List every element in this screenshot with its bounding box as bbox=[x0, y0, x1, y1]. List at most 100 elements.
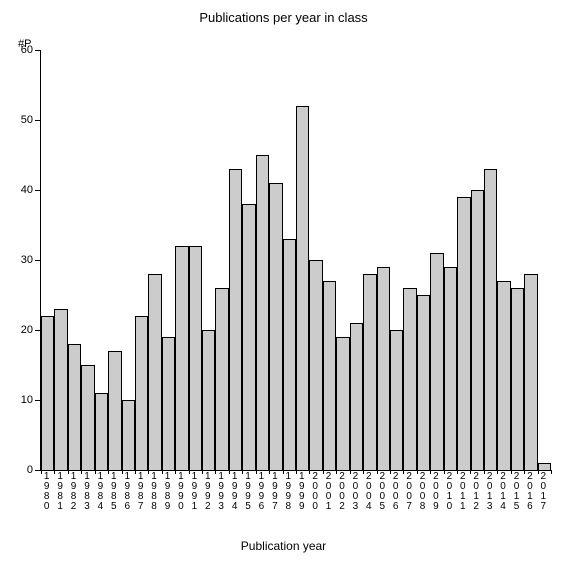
bar bbox=[81, 365, 94, 470]
y-tick bbox=[35, 260, 41, 261]
bar bbox=[256, 155, 269, 470]
bar-slot bbox=[81, 50, 94, 470]
bar bbox=[162, 337, 175, 470]
bar-slot bbox=[296, 50, 309, 470]
bar bbox=[41, 316, 54, 470]
x-tick-label: 2016 bbox=[523, 472, 536, 512]
x-tick-label: 2015 bbox=[510, 472, 523, 512]
bar-slot bbox=[309, 50, 322, 470]
bar bbox=[471, 190, 484, 470]
bar bbox=[511, 288, 524, 470]
x-tick-labels: 1980198119821983198419851986198719881989… bbox=[40, 472, 550, 512]
bar bbox=[430, 253, 443, 470]
y-tick-label: 40 bbox=[21, 184, 33, 196]
bar bbox=[269, 183, 282, 470]
x-tick-label: 1991 bbox=[188, 472, 201, 512]
y-tick bbox=[35, 330, 41, 331]
bar bbox=[336, 337, 349, 470]
bar bbox=[229, 169, 242, 470]
bar-slot bbox=[229, 50, 242, 470]
bar-slot bbox=[538, 50, 551, 470]
bar-slot bbox=[377, 50, 390, 470]
x-tick-label: 1989 bbox=[161, 472, 174, 512]
bar bbox=[497, 281, 510, 470]
bar-slot bbox=[363, 50, 376, 470]
x-tick-label: 1988 bbox=[147, 472, 160, 512]
bar-slot bbox=[444, 50, 457, 470]
bar-slot bbox=[417, 50, 430, 470]
bar bbox=[202, 330, 215, 470]
bar-slot bbox=[283, 50, 296, 470]
x-tick-label: 2002 bbox=[335, 472, 348, 512]
bar-slot bbox=[524, 50, 537, 470]
bar-slot bbox=[41, 50, 54, 470]
x-tick-label: 1981 bbox=[53, 472, 66, 512]
x-tick-label: 1987 bbox=[134, 472, 147, 512]
x-tick-label: 1983 bbox=[80, 472, 93, 512]
x-tick-label: 2012 bbox=[470, 472, 483, 512]
bar bbox=[283, 239, 296, 470]
y-tick-label: 20 bbox=[21, 324, 33, 336]
bar bbox=[363, 274, 376, 470]
y-tick bbox=[35, 50, 41, 51]
x-tick-label: 1992 bbox=[201, 472, 214, 512]
y-tick bbox=[35, 190, 41, 191]
bar bbox=[309, 260, 322, 470]
x-tick-label: 2014 bbox=[496, 472, 509, 512]
bar-slot bbox=[471, 50, 484, 470]
bar bbox=[242, 204, 255, 470]
bar-slot bbox=[457, 50, 470, 470]
bar-slot bbox=[175, 50, 188, 470]
x-tick-label: 2011 bbox=[456, 472, 469, 512]
bars-group bbox=[41, 50, 551, 470]
bar bbox=[189, 246, 202, 470]
x-tick-label: 2001 bbox=[322, 472, 335, 512]
bar-slot bbox=[108, 50, 121, 470]
bar bbox=[296, 106, 309, 470]
bar-slot bbox=[430, 50, 443, 470]
bar-slot bbox=[95, 50, 108, 470]
x-tick-label: 2004 bbox=[362, 472, 375, 512]
bar-slot bbox=[189, 50, 202, 470]
bar-slot bbox=[323, 50, 336, 470]
bar bbox=[175, 246, 188, 470]
y-tick-label: 30 bbox=[21, 254, 33, 266]
bar bbox=[350, 323, 363, 470]
bar bbox=[524, 274, 537, 470]
x-axis-label: Publication year bbox=[0, 539, 567, 553]
bar bbox=[323, 281, 336, 470]
bar-slot bbox=[336, 50, 349, 470]
bar-slot bbox=[390, 50, 403, 470]
x-tick-label: 2006 bbox=[389, 472, 402, 512]
chart-container: Publications per year in class #P 010203… bbox=[0, 0, 567, 567]
y-tick bbox=[35, 120, 41, 121]
y-tick-label: 10 bbox=[21, 394, 33, 406]
bar-slot bbox=[269, 50, 282, 470]
bar bbox=[54, 309, 67, 470]
bar bbox=[484, 169, 497, 470]
bar bbox=[215, 288, 228, 470]
y-tick-label: 0 bbox=[27, 464, 33, 476]
bar bbox=[444, 267, 457, 470]
bar-slot bbox=[148, 50, 161, 470]
x-tick-label: 1986 bbox=[121, 472, 134, 512]
bar-slot bbox=[202, 50, 215, 470]
x-tick-label: 2005 bbox=[376, 472, 389, 512]
x-tick-label: 1982 bbox=[67, 472, 80, 512]
bar bbox=[390, 330, 403, 470]
x-tick-label: 2013 bbox=[483, 472, 496, 512]
bar bbox=[135, 316, 148, 470]
x-tick-label: 1990 bbox=[174, 472, 187, 512]
bar bbox=[377, 267, 390, 470]
bar bbox=[95, 393, 108, 470]
bar-slot bbox=[350, 50, 363, 470]
bar-slot bbox=[256, 50, 269, 470]
x-tick-label: 1993 bbox=[214, 472, 227, 512]
x-tick-label: 2000 bbox=[308, 472, 321, 512]
x-tick-label: 1994 bbox=[228, 472, 241, 512]
bar-slot bbox=[497, 50, 510, 470]
x-tick-label: 1997 bbox=[268, 472, 281, 512]
y-tick bbox=[35, 400, 41, 401]
bar bbox=[108, 351, 121, 470]
y-tick-label: 60 bbox=[21, 44, 33, 56]
